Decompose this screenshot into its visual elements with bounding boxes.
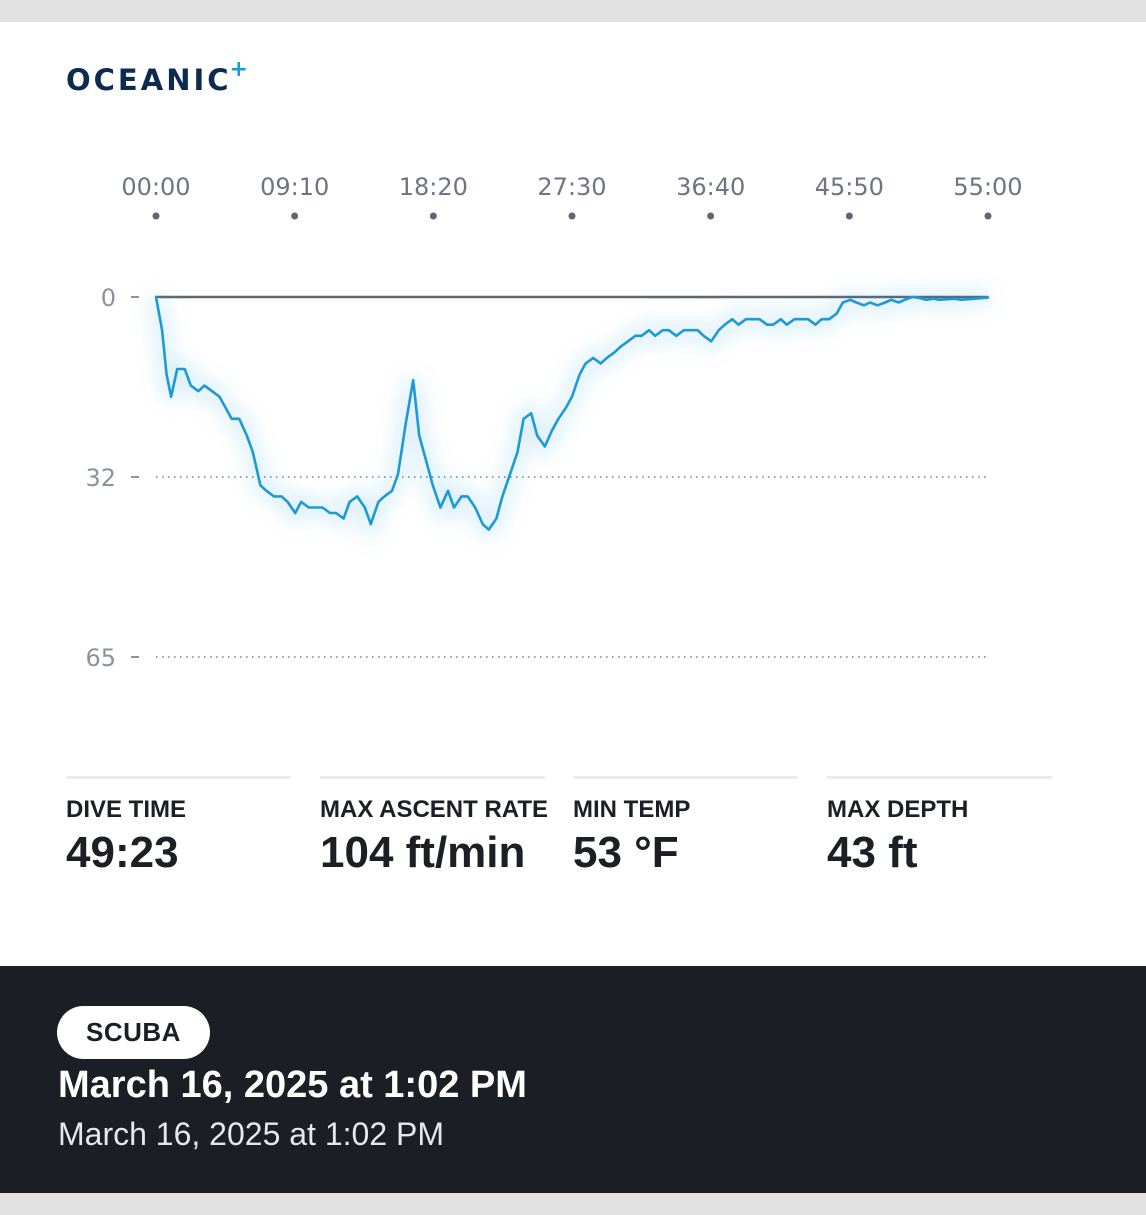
x-tick-dot [291,212,299,220]
dive-type-badge: SCUBA [57,1006,210,1059]
y-tick-label: 0 [101,284,116,312]
x-tick-label: 55:00 [953,173,1022,201]
stat-divider [827,776,1052,779]
stat-min-temp: MIN TEMP 53 °F [573,776,798,878]
stat-value: 104 ft/min [320,828,526,877]
stat-label: MAX ASCENT RATE [320,796,548,823]
stat-value: 43 ft [827,828,918,877]
x-tick-dot [707,212,715,220]
x-tick-dot [984,212,992,220]
x-tick-label: 09:10 [260,173,329,201]
depth-line [154,295,990,531]
stat-value: 53 °F [573,828,679,877]
x-tick-label: 45:50 [815,173,884,201]
x-tick-dot [568,212,576,220]
x-tick-dot [152,212,160,220]
stat-dive-time: DIVE TIME 49:23 [66,776,291,878]
x-tick-dot [429,212,437,220]
depth-line-glow [149,289,989,546]
stat-max-depth: MAX DEPTH 43 ft [827,776,1052,878]
stat-label: DIVE TIME [66,796,187,823]
logo-wordmark: OCEANIC [66,63,232,97]
x-tick-label: 18:20 [399,173,468,201]
y-tick-label: 32 [85,464,116,492]
dive-profile-chart: 00:00 09:10 18:20 27:30 36:40 45:50 55:00 0 32 6… [85,173,1022,672]
dive-stats: DIVE TIME 49:23 MAX ASCENT RATE 104 ft/m… [66,776,1056,896]
x-tick-label: 27:30 [537,173,606,201]
x-tick-label: 00:00 [121,173,190,201]
dive-date-subtitle: March 16, 2025 at 1:02 PM [58,1116,444,1152]
y-tick-label: 65 [85,644,116,672]
stat-label: MAX DEPTH [827,796,969,823]
stat-divider [66,776,291,779]
oceanic-logo: OCEANIC + [66,57,248,102]
dive-date-title: March 16, 2025 at 1:02 PM [58,1064,527,1106]
dive-footer: SCUBA March 16, 2025 at 1:02 PM March 16… [0,966,1146,1193]
stat-divider [320,776,545,779]
stat-label: MIN TEMP [573,796,691,823]
logo-plus-icon: + [229,57,248,82]
dive-summary-card: OCEANIC + [0,22,1146,966]
x-tick-label: 36:40 [676,173,745,201]
stat-max-ascent-rate: MAX ASCENT RATE 104 ft/min [320,776,548,878]
x-tick-dot [845,212,853,220]
stat-divider [573,776,798,779]
stat-value: 49:23 [66,828,179,877]
